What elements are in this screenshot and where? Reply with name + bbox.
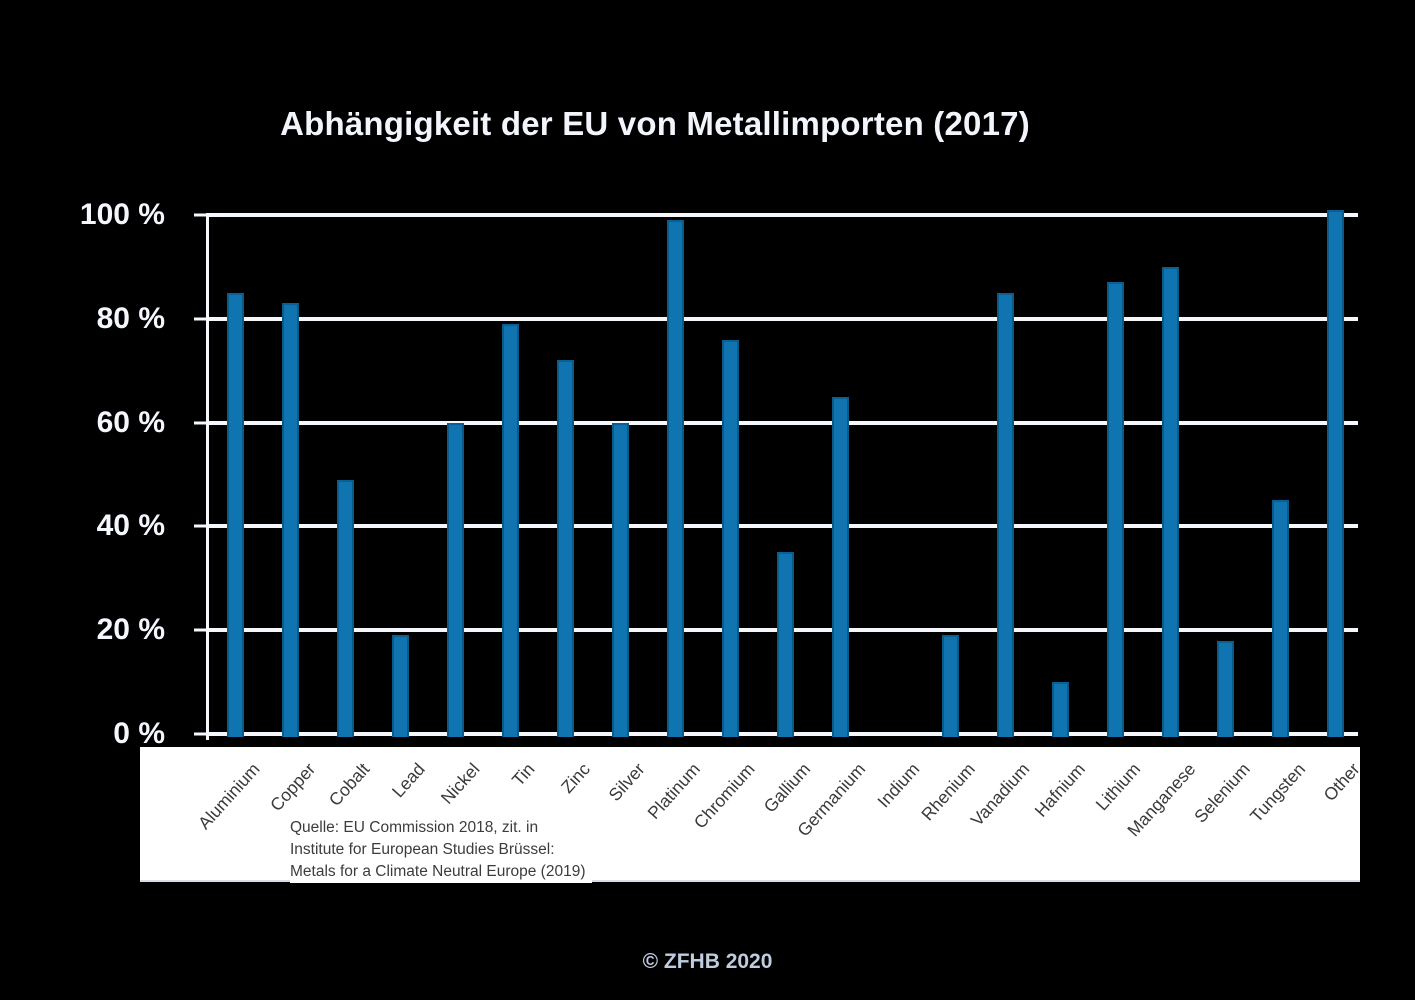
x-axis-category-label-tin: Tin bbox=[508, 759, 539, 790]
bar-platinum bbox=[666, 220, 684, 737]
copyright-note: © ZFHB 2020 bbox=[642, 950, 773, 973]
y-axis-tick bbox=[194, 732, 208, 736]
y-axis-tick-label: 100 % bbox=[79, 198, 165, 231]
bar-silver bbox=[611, 423, 629, 737]
x-axis-category-label-silver: Silver bbox=[604, 759, 649, 805]
bar-lithium bbox=[1106, 282, 1124, 737]
y-axis-line bbox=[206, 213, 209, 740]
x-axis-category-label-zinc: Zinc bbox=[556, 759, 594, 797]
x-axis-label-strip: Quelle: EU Commission 2018, zit. in Inst… bbox=[140, 747, 1364, 883]
bar-nickel bbox=[446, 423, 464, 737]
source-note: Quelle: EU Commission 2018, zit. in Inst… bbox=[290, 817, 592, 883]
x-axis-category-label-tungsten: Tungsten bbox=[1245, 759, 1309, 827]
gridline-60 bbox=[208, 420, 1358, 425]
bar-other bbox=[1326, 210, 1344, 737]
y-axis-tick bbox=[194, 524, 208, 528]
y-axis-tick-label: 60 % bbox=[96, 405, 165, 439]
bar-cobalt bbox=[336, 480, 354, 737]
x-axis-category-label-other: Other bbox=[1319, 759, 1364, 805]
bar-tin bbox=[501, 324, 519, 737]
source-note-line: Metals for a Climate Neutral Europe (201… bbox=[290, 863, 586, 880]
y-axis-tick bbox=[194, 317, 208, 321]
x-axis-category-label-selenium: Selenium bbox=[1190, 759, 1254, 827]
bar-germanium bbox=[831, 397, 849, 737]
gridline-100 bbox=[208, 213, 1358, 217]
y-axis: 0 % 20 % 40 % 60 % 80 % 100 % bbox=[30, 198, 165, 750]
x-axis-category-label-lead: Lead bbox=[387, 759, 429, 802]
x-axis-category-label-indium: Indium bbox=[873, 759, 924, 812]
x-axis-category-label-hafnium: Hafnium bbox=[1030, 759, 1089, 821]
x-axis-category-label-gallium: Gallium bbox=[759, 759, 814, 817]
bar-aluminium bbox=[226, 293, 244, 737]
bar-tungsten bbox=[1271, 500, 1289, 737]
source-note-line: Institute for European Studies Brüssel: bbox=[290, 841, 555, 858]
y-axis-tick bbox=[194, 628, 208, 632]
x-axis-category-label-vanadium: Vanadium bbox=[967, 759, 1034, 830]
x-axis-category-label-nickel: Nickel bbox=[437, 759, 484, 808]
y-axis-tick-label: 40 % bbox=[96, 509, 165, 543]
bar-hafnium bbox=[1051, 682, 1069, 737]
bar-rhenium bbox=[941, 635, 959, 737]
chart-title: Abhängigkeit der EU von Metallimporten (… bbox=[280, 105, 1030, 142]
plot-area bbox=[194, 210, 1358, 740]
x-axis-category-label-copper: Copper bbox=[265, 759, 319, 816]
x-axis-category-label-aluminium: Aluminium bbox=[194, 759, 264, 834]
bar-selenium bbox=[1216, 641, 1234, 737]
y-axis-tick-label: 80 % bbox=[96, 301, 165, 335]
gridline-40 bbox=[208, 524, 1358, 529]
bar-zinc bbox=[556, 360, 574, 737]
source-note-line: Quelle: EU Commission 2018, zit. in bbox=[290, 819, 539, 836]
bar-lead bbox=[391, 635, 409, 737]
bar-chromium bbox=[721, 340, 739, 737]
bar-vanadium bbox=[996, 293, 1014, 737]
bar-manganese bbox=[1161, 267, 1179, 737]
y-axis-tick bbox=[194, 213, 208, 217]
y-axis-tick bbox=[194, 421, 208, 425]
y-axis-tick-label: 20 % bbox=[96, 613, 165, 647]
y-axis-tick-label: 0 % bbox=[113, 717, 165, 750]
bar-gallium bbox=[776, 552, 794, 737]
gridline-80 bbox=[208, 316, 1358, 321]
x-axis-category-label-lithium: Lithium bbox=[1091, 759, 1144, 815]
bar-copper bbox=[281, 303, 299, 737]
x-axis-category-label-cobalt: Cobalt bbox=[325, 759, 374, 810]
